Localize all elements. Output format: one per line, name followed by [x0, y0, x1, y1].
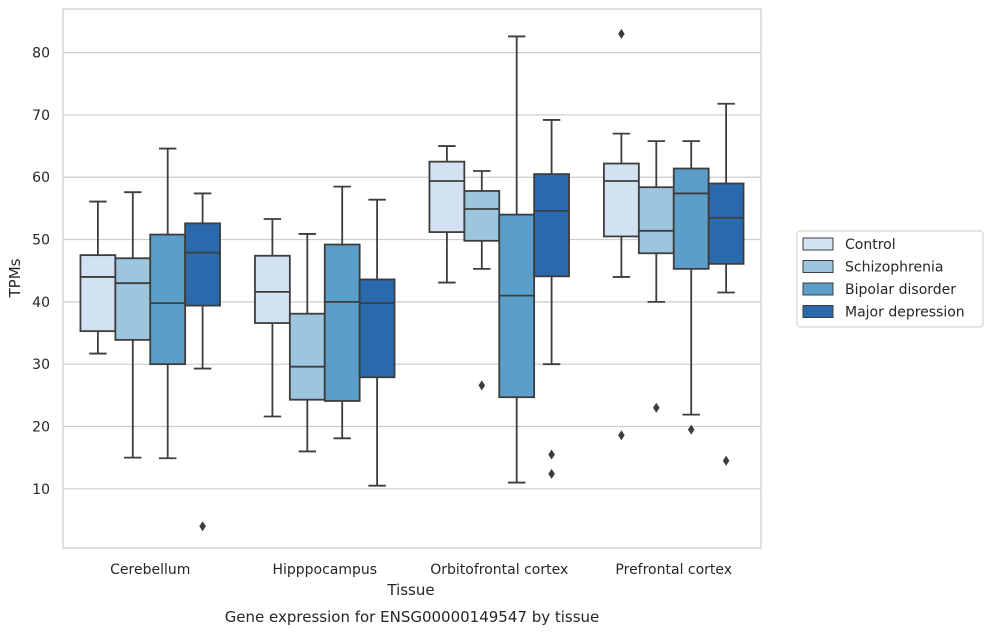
- outlier-point: [548, 449, 555, 460]
- box: [707, 182, 745, 265]
- legend-label: Schizophrenia: [845, 260, 943, 276]
- box-plot: [358, 198, 396, 487]
- box-plot: [707, 102, 745, 466]
- y-tick-labels: 10 20 30 40 50 60 70 80: [32, 46, 50, 498]
- y-tick-label: 20: [32, 419, 50, 435]
- outlier-point: [618, 28, 625, 39]
- outlier-point: [722, 455, 730, 466]
- box: [533, 173, 570, 278]
- box-plot: [672, 140, 710, 435]
- x-tick-label: Orbitofrontal cortex: [430, 562, 568, 578]
- y-tick-label: 30: [32, 357, 50, 373]
- legend-swatch: [802, 282, 834, 296]
- y-tick-label: 60: [32, 170, 50, 186]
- outlier-point: [687, 424, 695, 435]
- y-tick-label: 70: [32, 108, 50, 124]
- legend-label: Bipolar disorder: [845, 282, 956, 298]
- box: [149, 233, 187, 366]
- box-plot: [637, 140, 675, 413]
- box: [114, 257, 152, 341]
- x-tick-label: Hipppocampus: [272, 562, 377, 578]
- box: [323, 243, 361, 402]
- y-tick-label: 50: [32, 233, 50, 249]
- legend: Control Schizophrenia Bipolar disorder Majo…: [796, 230, 984, 328]
- box-plot: [428, 145, 466, 284]
- legend-frame: [796, 230, 984, 328]
- y-tick-label: 10: [32, 482, 50, 498]
- box-plot: [184, 192, 221, 532]
- box: [79, 254, 117, 333]
- outlier-point: [478, 380, 486, 391]
- box-plot: [288, 233, 326, 453]
- box: [288, 312, 326, 401]
- box: [254, 254, 291, 324]
- box-plot: [323, 185, 361, 440]
- legend-swatch: [802, 260, 834, 273]
- box: [498, 213, 536, 399]
- x-tick-label: Cerebellum: [110, 562, 190, 578]
- box-plot: [533, 119, 570, 479]
- x-tick-label: Prefrontal cortex: [615, 562, 732, 578]
- y-axis-label: TPMs: [6, 258, 24, 298]
- legend-swatch: [802, 305, 834, 318]
- box: [358, 278, 396, 379]
- x-tick-labels: Cerebellum Hipppocampus Orbitofrontal cort…: [110, 562, 732, 578]
- legend-label: Major depression: [845, 305, 965, 321]
- box: [428, 160, 466, 233]
- box: [672, 167, 710, 270]
- outlier-point: [653, 402, 660, 413]
- box: [463, 190, 501, 242]
- figure-caption: Gene expression for ENSG00000149547 by t…: [225, 608, 600, 626]
- y-tick-label: 80: [32, 46, 50, 62]
- box: [603, 162, 640, 238]
- box-plot: [79, 200, 117, 355]
- box-plots: [79, 28, 745, 532]
- box: [637, 186, 675, 255]
- legend-swatch: [802, 237, 834, 251]
- outlier-point: [618, 430, 625, 441]
- box-plot: [254, 218, 291, 418]
- box: [184, 222, 221, 307]
- legend-label: Control: [845, 237, 896, 253]
- x-axis-label: Tissue: [386, 581, 434, 599]
- outlier-point: [548, 468, 555, 479]
- y-tick-label: 40: [32, 295, 50, 311]
- legend-items: Control Schizophrenia Bipolar disorder Majo…: [802, 237, 965, 321]
- box-plot: [114, 191, 152, 459]
- outlier-point: [199, 521, 206, 532]
- box-plot: [498, 35, 536, 484]
- box-plot: [603, 28, 640, 441]
